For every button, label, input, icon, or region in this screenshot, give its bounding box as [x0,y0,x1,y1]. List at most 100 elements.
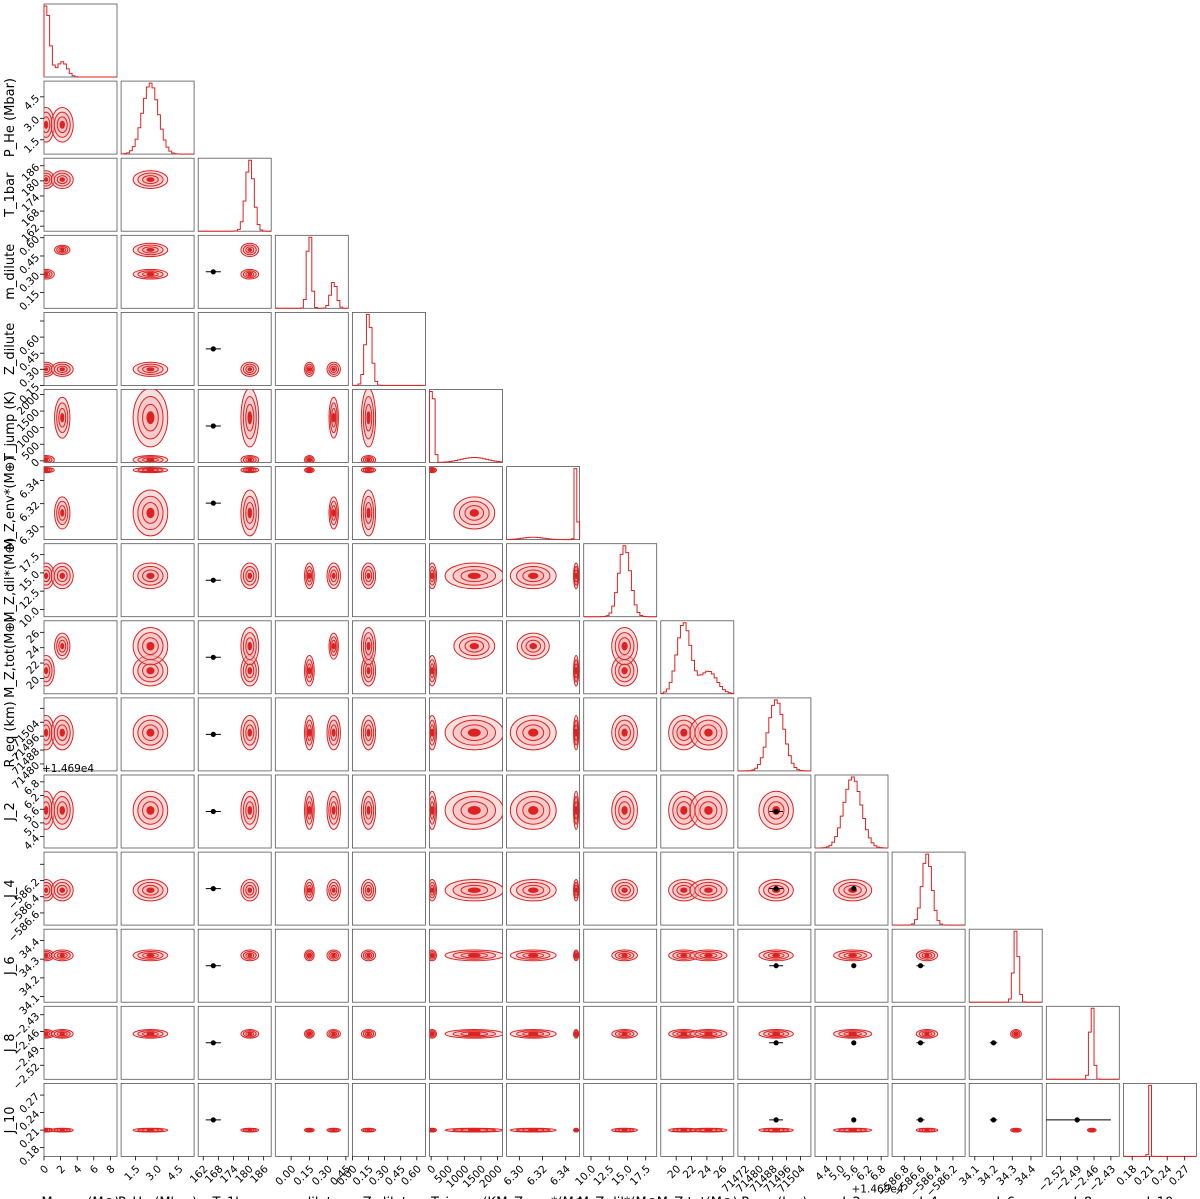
panel-frame [43,3,118,78]
panel-frame [429,1005,503,1080]
observed-point [773,886,779,892]
contour-level [528,887,539,893]
y-axis-label: J_2 [3,802,18,822]
y-tick-label: 34.2 [17,974,42,999]
panel-14-13: −2.52−2.49−2.46−2.43J_8 [1036,1083,1120,1199]
panel-frame [429,1083,503,1157]
contour-level [247,1128,253,1133]
x-axis-label: M_Z,tot(M⊕) [657,1195,738,1199]
x-axis-label: J_4 [918,1195,938,1199]
contour-level [59,1128,65,1133]
panel-9-6 [506,697,581,772]
panel-13-10 [814,1005,889,1080]
contour-set [360,949,377,962]
contour-level [44,728,49,737]
contour-level [146,468,155,473]
contour-level [704,1031,713,1036]
panel-frame [506,928,581,1003]
contour-level [467,887,481,893]
y-axis-label: J_6 [3,956,18,976]
panel-14-9: 7147271480714887149671504R_eq (km) [720,1083,812,1199]
panel-14-11: −586.8−586.6−586.4−586.2J_4 [876,1083,966,1199]
contour-set [360,1029,377,1039]
contour-level [366,411,371,425]
contour-set [758,1029,794,1046]
contour-set [205,467,260,537]
contour-level [680,953,688,958]
observed-point [990,1040,997,1046]
contour-level [146,572,155,579]
contour-set [44,170,74,189]
panel-10-3 [274,774,349,849]
contour-level [331,413,336,423]
panel-9-4 [351,697,426,772]
contour-level [528,1128,539,1133]
contour-level [574,887,579,893]
panel-2-2 [197,157,272,232]
y-axis-label: R_eq (km) [3,701,18,767]
contour-set [668,879,728,902]
contour-level [469,643,479,650]
contour-set [429,879,503,902]
contour-set [44,790,74,830]
contour-level [366,468,371,473]
panel-frame [506,620,581,695]
panel-10-8 [660,774,735,849]
panel-frame [43,928,118,1003]
contour-level [1013,1031,1018,1036]
panel-7-5 [429,543,503,618]
panel-3-3 [274,234,349,309]
panel-11-2 [197,851,272,926]
contour-set [360,562,377,590]
contour-level [528,728,539,737]
observed-point [851,1117,857,1123]
contour-level [848,1031,858,1036]
y-tick-label: 0.15 [17,288,42,313]
contour-set [205,389,260,463]
y-tick-label: 10.0 [17,605,42,630]
panel-frame [197,157,272,232]
contour-level [247,805,253,815]
panel-12-12 [968,928,1043,1003]
contour-level [680,1031,688,1036]
contour-level [772,1128,781,1133]
histogram-line [737,699,812,772]
contour-level [59,805,65,815]
contour-level [430,1128,435,1133]
observed-point [210,269,216,275]
contour-set [132,879,169,902]
contour-set [509,879,580,902]
panel-frame [429,928,503,1003]
panel-7-6 [506,543,581,618]
contour-set [509,1127,580,1133]
contour-level [146,272,155,277]
panel-11-11 [891,851,966,926]
panel-5-2 [197,389,272,463]
contour-set [668,714,728,751]
x-axis-label: T_jump (K) [430,1195,501,1199]
contour-level [247,468,253,473]
y-axis-label: T_1bar [3,172,18,218]
contour-set [304,790,341,830]
panel-frame [120,928,195,1003]
contour-set [509,1029,580,1039]
contour-level [59,572,65,579]
contour-level [44,367,49,372]
contour-set [429,467,496,530]
contour-level [59,1031,65,1036]
contour-level [307,805,312,815]
y-tick-label: 186 [20,161,43,184]
y-tick-label: 20 [24,674,42,692]
observed-point [210,963,216,969]
contour-level [1013,1128,1018,1133]
panel-3-2 [197,234,272,309]
contour-level [247,1031,253,1036]
contour-set [44,632,71,687]
contour-level [247,272,253,277]
contour-set [44,244,71,280]
contour-level [430,667,435,675]
contour-set [360,389,377,463]
panel-5-1 [120,389,195,463]
x-tick-label: 34.1 [957,1163,982,1188]
y-axis-label: M_Z,dil*(M⊕) [3,538,18,623]
